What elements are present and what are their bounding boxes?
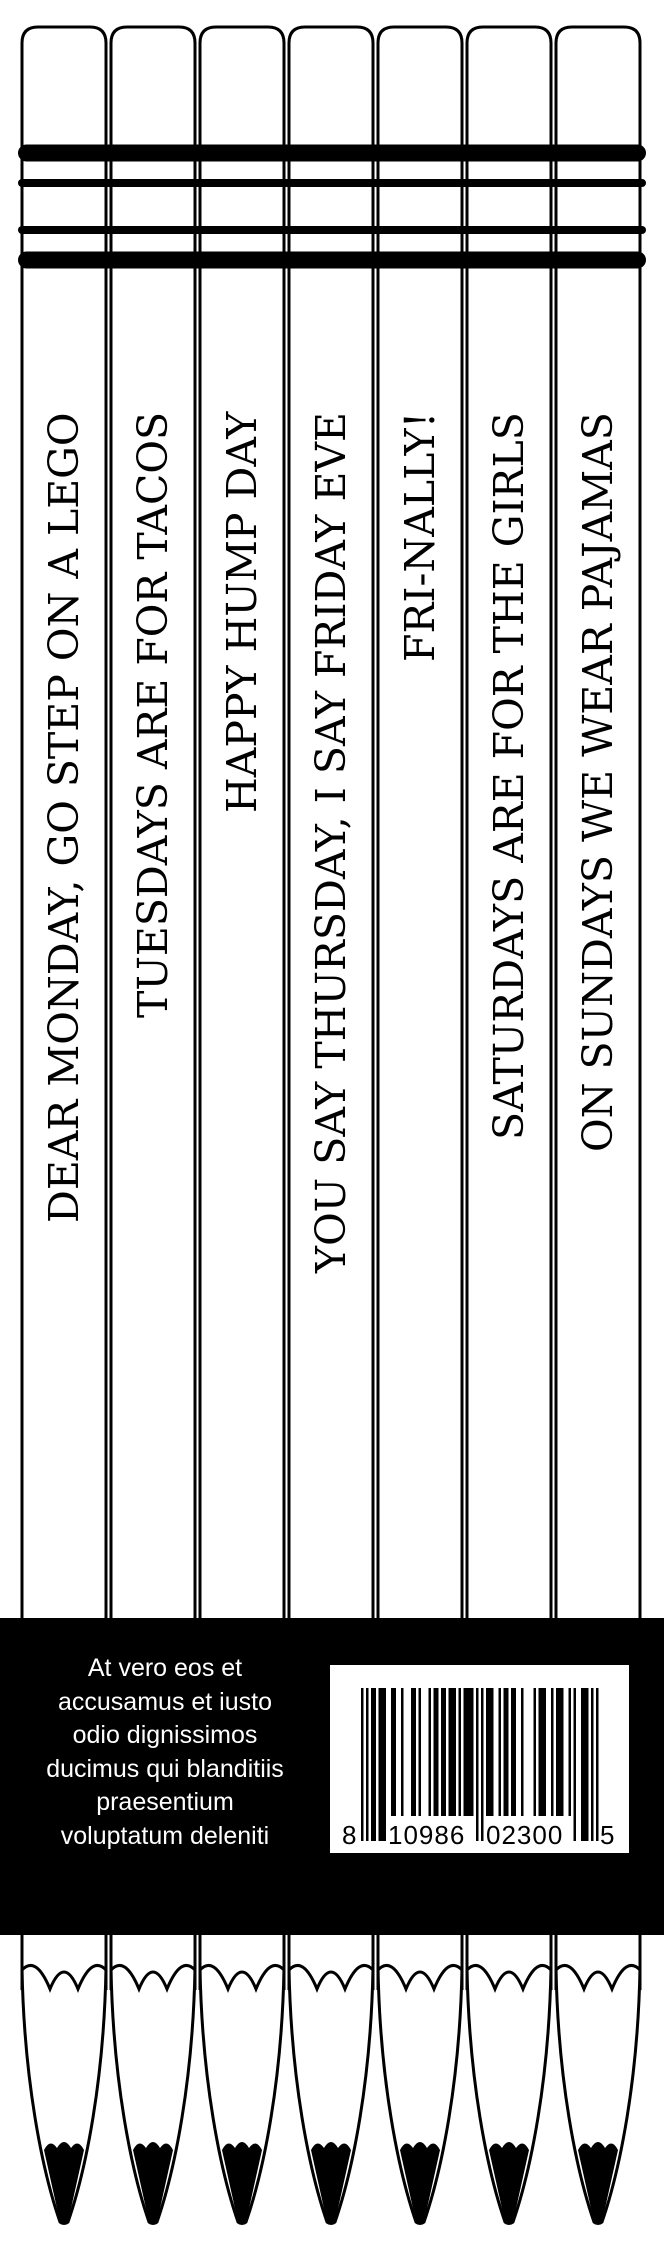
barcode-bar: [558, 1688, 561, 1816]
pencil-slogan-tuesday: TUESDAYS ARE FOR TACOS: [129, 412, 177, 1019]
barcode-bar: [433, 1688, 436, 1816]
pencil-body: [198, 25, 286, 1990]
barcode-bar: [418, 1688, 421, 1816]
pencil-graphite-tip: [311, 2142, 351, 2224]
barcode-bar: [488, 1688, 491, 1816]
barcode-bar: [366, 1688, 369, 1841]
pencil-wood-scallop: [287, 1964, 375, 1993]
pencil-wood-scallop: [198, 1964, 286, 1993]
barcode-bar: [458, 1688, 461, 1816]
pencil-slogan-friday: FRI-NALLY!: [396, 412, 444, 663]
label-blurb: At vero eos et accusamus et iusto odio d…: [10, 1652, 320, 1853]
blurb-line: voluptatum deleniti: [60, 1821, 270, 1850]
barcode-bar: [581, 1688, 584, 1841]
barcode-bar: [401, 1688, 404, 1816]
barcode-digit-system: 8: [342, 1820, 357, 1850]
barcode-bar: [491, 1688, 494, 1816]
blurb-line: praesentium: [96, 1788, 234, 1816]
pencil-graphite-tip: [400, 2142, 440, 2224]
barcode-bar: [521, 1688, 524, 1816]
barcode-bar: [591, 1688, 594, 1841]
barcode-bar: [583, 1688, 586, 1841]
barcode-bar: [466, 1688, 469, 1816]
pencil-graphite-tip: [133, 2142, 173, 2224]
barcode: [330, 1665, 629, 1853]
pencil-graphite-tip: [578, 2142, 618, 2224]
pencil-wood-scallop: [20, 1964, 108, 1993]
barcode-bar: [573, 1688, 576, 1841]
barcode-bar: [373, 1688, 376, 1841]
barcode-bar: [471, 1688, 474, 1816]
pencil-graphite-tip: [44, 2142, 84, 2224]
barcode-bar: [448, 1688, 451, 1816]
pencil-wood-scallop: [465, 1964, 553, 1993]
pencil-body: [465, 25, 553, 1990]
barcode-bar: [541, 1688, 544, 1816]
pencil-body: [287, 25, 375, 1990]
barcode-bar: [533, 1688, 536, 1816]
barcode-bar: [561, 1688, 564, 1816]
barcode-bar: [451, 1688, 454, 1816]
barcode-bar: [498, 1688, 501, 1816]
pencil-body: [376, 25, 464, 1990]
pencil-slogan-thursday: YOU SAY THURSDAY, I SAY FRIDAY EVE: [307, 412, 355, 1273]
barcode-bar: [513, 1688, 516, 1816]
barcode-bar: [378, 1688, 381, 1841]
barcode-bar: [411, 1688, 414, 1816]
barcode-bar: [503, 1688, 506, 1816]
barcode-bar: [586, 1688, 589, 1841]
barcode-bar: [543, 1688, 546, 1816]
barcode-digit-check: 5: [600, 1820, 615, 1850]
blurb-line: odio dignissimos: [72, 1721, 258, 1749]
pencil-slogan-wednesday: HAPPY HUMP DAY: [218, 412, 266, 814]
barcode-bar: [453, 1688, 456, 1816]
pencil-body: [20, 25, 108, 1990]
barcode-bar: [428, 1688, 431, 1816]
barcode-bar: [443, 1688, 446, 1816]
barcode-bar: [391, 1688, 394, 1816]
barcode-bar: [506, 1688, 509, 1816]
barcode-bars: [361, 1688, 599, 1841]
pencil-wood-scallop: [109, 1964, 197, 1993]
barcode-bar: [436, 1688, 439, 1816]
pencil-graphite-tip: [222, 2142, 262, 2224]
barcode-bar: [463, 1688, 466, 1816]
barcode-digits-left: 10986: [388, 1820, 466, 1850]
barcode-bar: [361, 1688, 364, 1841]
pencil-slogan-saturday: SATURDAYS ARE FOR THE GIRLS: [485, 412, 533, 1140]
pencil-slogan-sunday: ON SUNDAYS WE WEAR PAJAMAS: [574, 412, 622, 1152]
barcode-bar: [468, 1688, 471, 1816]
pencil-slogan-monday: DEAR MONDAY, GO STEP ON A LEGO: [40, 412, 88, 1223]
barcode-bar: [381, 1688, 384, 1841]
barcode-bar: [481, 1688, 484, 1841]
barcode-bar: [556, 1688, 559, 1816]
barcode-bar: [393, 1688, 396, 1816]
pencil-body: [554, 25, 642, 1990]
barcode-bar: [441, 1688, 444, 1816]
pencil-wood-scallop: [554, 1964, 642, 1993]
pencil-graphite-tip: [489, 2142, 529, 2224]
blurb-line: accusamus et iusto: [58, 1687, 272, 1716]
pencil-wood-scallop: [376, 1964, 464, 1993]
barcode-bar: [371, 1688, 374, 1841]
blurb-line: ducimus qui blanditiis: [46, 1754, 284, 1783]
barcode-bar: [511, 1688, 514, 1816]
pencil-body: [109, 25, 197, 1990]
barcode-bar: [486, 1688, 489, 1816]
barcode-bar: [476, 1688, 479, 1841]
barcode-bar: [413, 1688, 416, 1816]
barcode-bar: [551, 1688, 554, 1816]
barcode-bar: [383, 1688, 386, 1841]
barcode-digits-right: 02300: [486, 1820, 564, 1850]
barcode-bar: [596, 1688, 599, 1841]
blurb-line: At vero eos et: [87, 1654, 243, 1682]
barcode-bar: [538, 1688, 541, 1816]
barcode-bar: [568, 1688, 571, 1816]
